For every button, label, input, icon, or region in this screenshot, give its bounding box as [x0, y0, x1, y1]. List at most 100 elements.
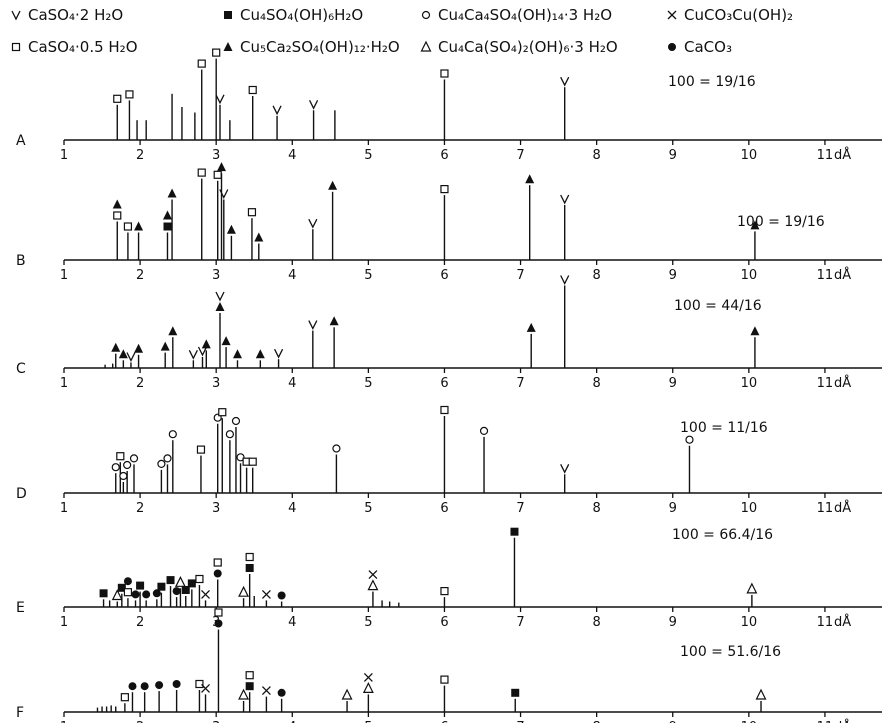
peak-stick	[440, 69, 449, 140]
peak-stick	[238, 688, 250, 712]
x-tick-label: 11	[817, 720, 834, 723]
x-tick-label: 4	[288, 148, 296, 163]
peak-stick	[166, 576, 175, 607]
x-tick-label: 7	[516, 148, 524, 163]
marker-filled-triangle-icon	[526, 322, 536, 332]
peak-stick	[213, 413, 222, 493]
peak-stick	[332, 444, 341, 493]
panel-c: C 1 2 3 4 5 6 7 8 9 10 11 dÅ 100 = 44/16	[16, 275, 882, 391]
legend-open-triangle-icon	[420, 40, 432, 52]
peak-stick	[560, 76, 570, 140]
x-tick-label: 8	[593, 720, 601, 723]
marker-filled-square-icon	[117, 583, 126, 592]
x-tick-label: 7	[516, 268, 524, 283]
x-tick-label: 5	[364, 720, 372, 723]
peak-stick	[181, 586, 190, 607]
peak-stick	[201, 683, 210, 712]
scale-label: 100 = 66.4/16	[672, 527, 773, 543]
marker-open-circle-icon	[332, 444, 341, 453]
marker-open-triangle-icon	[111, 589, 123, 601]
x-unit-label: dÅ	[834, 500, 851, 516]
x-tick-label: 9	[669, 501, 677, 516]
panel-label: D	[16, 486, 27, 502]
peak-stick	[328, 180, 338, 260]
x-tick-label: 2	[136, 148, 144, 163]
marker-open-square-icon	[195, 679, 204, 689]
peak-stick	[160, 341, 170, 368]
marker-filled-circle-icon	[128, 682, 137, 691]
peak-stick	[140, 682, 149, 712]
peak-stick	[111, 342, 121, 368]
x-tick-label: 2	[136, 268, 144, 283]
marker-filled-circle-icon	[277, 591, 286, 600]
marker-v-icon	[215, 94, 225, 105]
marker-filled-triangle-icon	[255, 349, 265, 359]
marker-filled-triangle-icon	[750, 220, 760, 230]
x-tick-label: 8	[593, 148, 601, 163]
peak-stick	[560, 275, 570, 368]
peak-stick	[188, 350, 198, 368]
legend-open-circle-icon	[421, 10, 431, 20]
legend-filled-square-icon	[224, 11, 232, 19]
peak-stick	[225, 430, 234, 493]
peak-stick	[162, 210, 172, 260]
x-tick-label: 8	[593, 268, 601, 283]
peak-stick	[274, 348, 284, 368]
x-tick-label: 1	[60, 501, 68, 516]
marker-filled-circle-icon	[172, 680, 181, 688]
marker-filled-triangle-icon	[525, 174, 535, 184]
marker-filled-circle-icon	[214, 619, 223, 628]
marker-open-triangle-icon	[755, 688, 767, 700]
peak-stick	[174, 575, 186, 607]
marker-open-square-icon	[213, 558, 222, 567]
peak-stick	[272, 105, 282, 140]
peak-stick	[362, 672, 374, 712]
peak-stick	[197, 168, 206, 260]
x-tick-label: 2	[136, 501, 144, 516]
marker-open-circle-icon	[685, 435, 694, 444]
x-tick-label: 10	[741, 501, 758, 516]
peak-stick	[111, 463, 120, 493]
peak-stick	[746, 582, 758, 607]
marker-filled-square-icon	[99, 589, 108, 598]
panel-label: E	[16, 600, 25, 616]
peak-stick	[187, 579, 196, 607]
x-tick-label: 6	[440, 268, 448, 283]
x-tick-label: 10	[741, 268, 758, 283]
marker-open-circle-icon	[168, 430, 177, 439]
legend-filled-circle-icon	[668, 43, 676, 51]
x-tick-label: 1	[60, 148, 68, 163]
marker-open-square-icon	[197, 168, 206, 177]
peak-stick	[212, 48, 221, 140]
peak-stick	[750, 220, 760, 260]
x-tick-label: 8	[593, 615, 601, 630]
marker-v-icon	[188, 350, 198, 360]
marker-x-icon	[201, 589, 210, 599]
x-tick-label: 10	[741, 148, 758, 163]
marker-x-icon	[201, 683, 210, 693]
marker-open-square-icon	[123, 222, 133, 231]
peak-stick	[167, 188, 177, 260]
peak-stick	[155, 681, 164, 712]
marker-filled-circle-icon	[213, 569, 222, 578]
marker-open-square-icon	[440, 586, 449, 596]
marker-open-square-icon	[197, 59, 206, 68]
panel-label: A	[16, 133, 26, 149]
marker-filled-triangle-icon	[328, 180, 338, 190]
marker-v-icon	[274, 348, 284, 359]
peak-stick	[526, 322, 536, 368]
peak-stick	[111, 589, 123, 607]
marker-filled-square-icon	[510, 527, 519, 536]
x-tick-label: 11	[817, 615, 834, 630]
marker-filled-circle-icon	[152, 589, 161, 598]
marker-v-icon	[308, 218, 318, 229]
marker-filled-square-icon	[245, 682, 254, 691]
peak-stick	[119, 471, 128, 493]
scale-label: 100 = 19/16	[737, 214, 825, 230]
marker-open-square-icon	[120, 693, 129, 702]
x-tick-label: 8	[593, 376, 601, 391]
x-tick-label: 4	[288, 720, 296, 723]
peak-stick	[560, 464, 570, 493]
